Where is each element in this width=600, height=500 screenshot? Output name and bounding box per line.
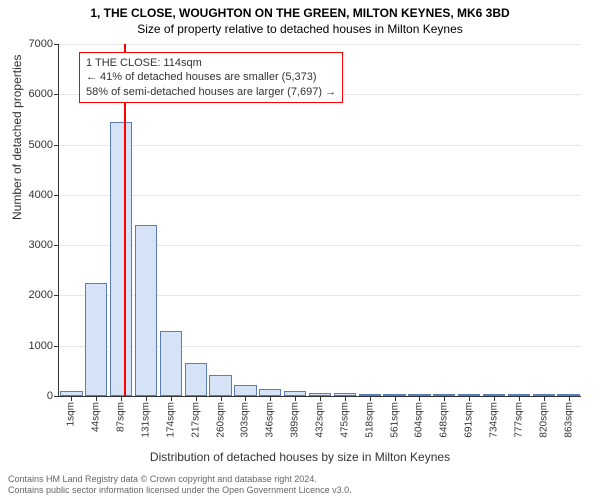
histogram-bar <box>259 389 281 396</box>
ytick-label: 3000 <box>29 239 53 251</box>
ytick-label: 5000 <box>29 139 53 151</box>
ytick-label: 1000 <box>29 340 53 352</box>
xtick-label: 648sqm <box>439 402 450 438</box>
ytick-mark <box>54 145 59 146</box>
chart-container: 1, THE CLOSE, WOUGHTON ON THE GREEN, MIL… <box>0 0 600 500</box>
xtick-mark <box>196 396 197 401</box>
chart-subtitle: Size of property relative to detached ho… <box>0 20 600 36</box>
ytick-mark <box>54 346 59 347</box>
xtick-mark <box>270 396 271 401</box>
ytick-mark <box>54 94 59 95</box>
gridline <box>59 195 581 196</box>
xtick-label: 217sqm <box>190 402 201 438</box>
histogram-bar <box>234 385 256 396</box>
xtick-label: 734sqm <box>489 402 500 438</box>
plot-area: 010002000300040005000600070001sqm44sqm87… <box>58 44 581 397</box>
xtick-label: 518sqm <box>364 402 375 438</box>
xtick-label: 691sqm <box>464 402 475 438</box>
xtick-mark <box>569 396 570 401</box>
xtick-label: 604sqm <box>414 402 425 438</box>
xtick-label: 260sqm <box>215 402 226 438</box>
ytick-mark <box>54 44 59 45</box>
xtick-label: 87sqm <box>116 402 127 432</box>
xtick-mark <box>494 396 495 401</box>
xtick-mark <box>395 396 396 401</box>
annotation-box: 1 THE CLOSE: 114sqm← 41% of detached hou… <box>79 52 343 103</box>
xtick-label: 389sqm <box>290 402 301 438</box>
chart-title: 1, THE CLOSE, WOUGHTON ON THE GREEN, MIL… <box>0 0 600 20</box>
histogram-bar <box>85 283 107 396</box>
histogram-bar <box>185 363 207 396</box>
xtick-mark <box>444 396 445 401</box>
ytick-mark <box>54 295 59 296</box>
xtick-mark <box>245 396 246 401</box>
xtick-label: 432sqm <box>315 402 326 438</box>
xtick-label: 44sqm <box>91 402 102 432</box>
footnote: Contains HM Land Registry data © Crown c… <box>8 474 352 496</box>
histogram-bar <box>160 331 182 396</box>
ytick-label: 2000 <box>29 289 53 301</box>
annotation-line-2: ← 41% of detached houses are smaller (5,… <box>86 70 336 84</box>
ytick-label: 0 <box>47 390 53 402</box>
annotation-line-3: 58% of semi-detached houses are larger (… <box>86 85 336 99</box>
xtick-mark <box>171 396 172 401</box>
xtick-mark <box>519 396 520 401</box>
xtick-label: 174sqm <box>165 402 176 438</box>
xtick-label: 820sqm <box>538 402 549 438</box>
xtick-label: 777sqm <box>513 402 524 438</box>
ytick-mark <box>54 245 59 246</box>
footnote-line-1: Contains HM Land Registry data © Crown c… <box>8 474 352 485</box>
xtick-mark <box>370 396 371 401</box>
annotation-line-1: 1 THE CLOSE: 114sqm <box>86 56 336 70</box>
xtick-label: 475sqm <box>339 402 350 438</box>
xtick-mark <box>419 396 420 401</box>
ytick-label: 7000 <box>29 38 53 50</box>
xtick-mark <box>96 396 97 401</box>
footnote-line-2: Contains public sector information licen… <box>8 485 352 496</box>
xtick-label: 863sqm <box>563 402 574 438</box>
xtick-label: 346sqm <box>265 402 276 438</box>
gridline <box>59 44 581 45</box>
ytick-mark <box>54 195 59 196</box>
xtick-mark <box>295 396 296 401</box>
xtick-label: 1sqm <box>66 402 77 426</box>
xtick-mark <box>345 396 346 401</box>
xtick-label: 303sqm <box>240 402 251 438</box>
xtick-mark <box>71 396 72 401</box>
y-axis-label: Number of detached properties <box>10 55 24 220</box>
ytick-label: 4000 <box>29 189 53 201</box>
xtick-mark <box>544 396 545 401</box>
ytick-mark <box>54 396 59 397</box>
gridline <box>59 145 581 146</box>
xtick-mark <box>146 396 147 401</box>
x-axis-label: Distribution of detached houses by size … <box>0 450 600 464</box>
histogram-bar <box>110 122 132 396</box>
histogram-bar <box>135 225 157 396</box>
histogram-bar <box>209 375 231 396</box>
xtick-mark <box>320 396 321 401</box>
ytick-label: 6000 <box>29 88 53 100</box>
xtick-label: 131sqm <box>141 402 152 438</box>
xtick-mark <box>221 396 222 401</box>
xtick-mark <box>121 396 122 401</box>
xtick-label: 561sqm <box>389 402 400 438</box>
xtick-mark <box>469 396 470 401</box>
